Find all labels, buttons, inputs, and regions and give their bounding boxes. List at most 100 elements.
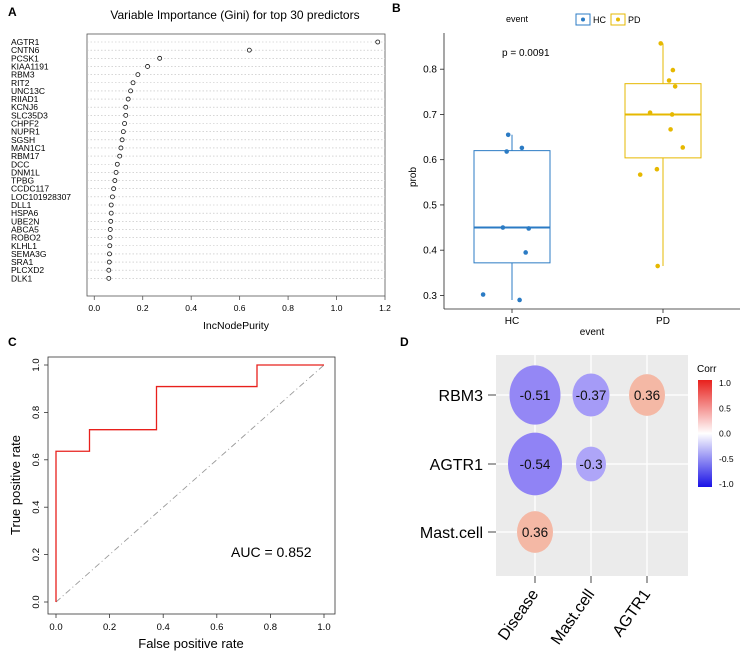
data-point — [523, 250, 528, 255]
gene-label: DLL1 — [11, 200, 32, 210]
panel-c: 0.0 0.0 0.2 0.2 0.4 0.4 0.6 0.6 0.8 0.8 1.0 1.0 AUC… — [8, 356, 336, 651]
row-label: Mast.cell — [420, 525, 483, 542]
y-tick-label: 1.0 — [31, 358, 42, 371]
legend-tick-label: 1.0 — [719, 378, 731, 388]
data-point — [654, 166, 660, 172]
x-tick-label: 1.0 — [331, 303, 343, 313]
box-iqr — [624, 83, 702, 159]
importance-point — [117, 153, 123, 159]
importance-point — [108, 210, 114, 216]
data-point — [666, 78, 672, 83]
x-tick-label: 0.2 — [103, 622, 116, 633]
y-tick-label: 0.0 — [31, 595, 42, 608]
legend-tick-label: -0.5 — [719, 454, 734, 464]
box-iqr — [473, 150, 551, 264]
column-label: AGTR1 — [610, 586, 655, 640]
gene-label: RIT2 — [11, 78, 30, 88]
gene-label: PCSK1 — [11, 53, 39, 63]
gene-label: DCC — [11, 159, 29, 169]
corr-cell: -0.54 — [508, 432, 562, 496]
data-point — [647, 110, 653, 115]
gene-label: RBM3 — [11, 70, 35, 80]
legend-hc: HC — [575, 13, 606, 26]
corr-bubble — [572, 373, 610, 417]
y-axis-label: prob — [408, 167, 419, 187]
importance-point — [108, 202, 114, 208]
gene-label: PLCXD2 — [11, 265, 44, 275]
importance-point — [106, 259, 112, 265]
gene-label: SGSH — [11, 135, 35, 145]
corr-value-label: -0.3 — [579, 457, 602, 472]
x-tick-label: 1.0 — [317, 622, 330, 633]
p-value-annotation: p = 0.0091 — [502, 48, 550, 59]
gene-label: KIAA1191 — [11, 61, 49, 71]
data-point — [670, 67, 676, 73]
row-label: RBM3 — [439, 388, 484, 405]
importance-point — [113, 169, 119, 175]
y-tick-label: 0.5 — [423, 200, 437, 211]
box-hc — [473, 132, 551, 303]
x-axis-label: False positive rate — [138, 636, 244, 651]
gene-label: UNC13C — [11, 86, 45, 96]
gene-label: SEMA3G — [11, 249, 46, 259]
gene-label: LOC101928307 — [11, 192, 71, 202]
chart-title: Variable Importance (Gini) for top 30 pr… — [110, 8, 359, 22]
corr-value-label: 0.36 — [522, 525, 548, 540]
x-tick-label: 0.0 — [88, 303, 100, 313]
panel-b: event HC PD p = 0.0091 0.3 0.4 0.5 0.6 0.7 0.… — [408, 13, 740, 338]
legend-title: Corr — [697, 364, 717, 375]
legend-dot-pd — [616, 17, 620, 22]
gene-label: KLHL1 — [11, 241, 37, 251]
importance-point — [107, 235, 113, 241]
x-tick-label: 0.0 — [49, 622, 62, 633]
corr-value-label: -0.37 — [576, 388, 607, 403]
corr-bubble — [509, 365, 561, 425]
corr-bubble — [629, 374, 665, 416]
gene-label: SRA1 — [11, 257, 33, 267]
gene-label: DLK1 — [11, 273, 33, 283]
gene-label: CHPF2 — [11, 119, 39, 129]
importance-point — [145, 64, 150, 69]
importance-point — [114, 161, 120, 167]
corr-bubble — [517, 511, 553, 553]
corr-cell: -0.51 — [509, 365, 561, 425]
y-axis-label: True positive rate — [8, 435, 23, 535]
importance-point — [246, 47, 252, 53]
importance-point — [135, 72, 141, 77]
gene-label: ROBO2 — [11, 233, 41, 243]
importance-point — [110, 194, 115, 200]
data-point — [526, 226, 532, 231]
y-tick-label: 0.4 — [31, 501, 42, 514]
y-tick-label: 0.4 — [423, 246, 437, 257]
plot-frame — [86, 33, 386, 297]
importance-point — [106, 267, 112, 273]
panel-d: -0.51 -0.37 0.36 -0.54 -0.3 0.36 RBM3 AGTR1 Mas… — [420, 355, 734, 648]
row-label: AGTR1 — [430, 457, 483, 474]
data-point — [480, 292, 486, 297]
gene-label: SLC35D3 — [11, 110, 48, 120]
importance-point — [120, 129, 126, 135]
importance-point — [122, 121, 127, 126]
panel-label-b: B — [392, 1, 401, 15]
legend-dot-hc — [581, 17, 585, 22]
corr-value-label: -0.51 — [520, 388, 551, 403]
gene-label: RBM17 — [11, 151, 40, 161]
gene-label: NUPR1 — [11, 127, 40, 137]
x-tick-label: 0.4 — [185, 303, 197, 313]
gene-label: DNM1L — [11, 167, 40, 177]
x-tick-label: 0.6 — [234, 303, 246, 313]
importance-point — [107, 251, 112, 257]
corr-cell: 0.36 — [629, 374, 665, 416]
importance-point — [106, 275, 112, 281]
data-point — [680, 145, 686, 150]
roc-curve-line — [55, 364, 324, 602]
gene-label: MAN1C1 — [11, 143, 46, 153]
x-tick-label: 0.8 — [264, 622, 277, 633]
gene-label: CNTN6 — [11, 45, 40, 55]
y-tick-label: 0.7 — [423, 110, 437, 121]
diagonal-reference-line — [55, 364, 325, 603]
data-point — [658, 41, 664, 46]
y-tick-label: 0.8 — [31, 406, 42, 419]
x-axis-label: IncNodePurity — [203, 320, 270, 332]
x-tick-label: 0.6 — [210, 622, 223, 633]
